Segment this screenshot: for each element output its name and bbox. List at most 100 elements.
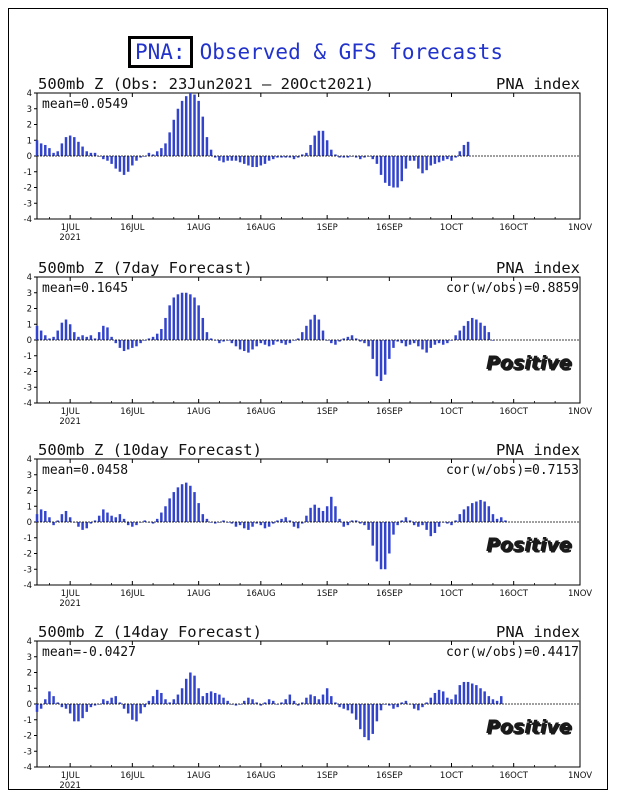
x-tick-label: 1SEP xyxy=(316,407,337,417)
bar xyxy=(359,522,362,524)
x-tick-label: 1SEP xyxy=(316,771,337,781)
bar xyxy=(106,700,109,704)
bar xyxy=(184,482,188,523)
bar xyxy=(230,704,234,705)
bar xyxy=(68,324,72,340)
bar xyxy=(462,144,466,156)
bar xyxy=(288,156,292,158)
bar xyxy=(151,522,155,524)
x-tick-sublabel: 2021 xyxy=(59,417,81,427)
bar xyxy=(325,506,329,522)
bar xyxy=(97,515,101,522)
bar xyxy=(218,156,221,161)
bar xyxy=(85,522,88,529)
bar xyxy=(462,509,466,522)
bar xyxy=(346,522,350,526)
x-tick-label: 1AUG xyxy=(187,771,211,781)
bar xyxy=(64,319,68,340)
bar xyxy=(238,156,242,163)
bar xyxy=(251,340,254,350)
bar xyxy=(114,340,117,344)
bar xyxy=(234,156,238,161)
bar xyxy=(205,332,209,341)
bar xyxy=(60,143,64,156)
bar xyxy=(437,156,441,163)
bar xyxy=(375,704,379,722)
correlation-label: cor(w/obs)=0.4417 xyxy=(446,645,579,660)
bar xyxy=(276,520,279,522)
bar xyxy=(135,340,138,347)
bar xyxy=(122,340,126,352)
bar xyxy=(272,522,275,524)
bar xyxy=(263,156,267,164)
bar xyxy=(155,689,159,704)
bar xyxy=(247,340,250,353)
bar xyxy=(437,522,441,527)
bar xyxy=(247,522,250,530)
bar xyxy=(135,522,138,526)
bar xyxy=(396,522,399,526)
bar xyxy=(288,520,292,522)
stamp-shadow: Positive xyxy=(487,536,573,558)
bar xyxy=(383,522,387,570)
bar xyxy=(454,156,457,158)
bar xyxy=(437,689,441,704)
bar xyxy=(301,332,304,341)
bar xyxy=(213,692,217,704)
bar xyxy=(263,702,267,704)
x-tick-label: 16SEP xyxy=(376,771,403,781)
bar xyxy=(359,156,362,160)
bar xyxy=(68,517,72,522)
bar xyxy=(272,700,275,704)
bar xyxy=(39,143,43,156)
bar xyxy=(110,515,113,522)
y-tick-label: -4 xyxy=(24,399,32,409)
bar xyxy=(500,696,503,705)
x-tick-label: 1JUL xyxy=(61,771,80,781)
bar xyxy=(201,317,205,340)
bar xyxy=(392,522,395,535)
panel-index-label: PNA index xyxy=(496,75,580,93)
bar xyxy=(363,156,366,158)
bar xyxy=(131,340,134,348)
x-tick-label: 1NOV xyxy=(568,223,592,233)
x-tick-label: 16SEP xyxy=(376,589,403,599)
bar xyxy=(201,696,205,705)
bar xyxy=(155,518,159,522)
bar xyxy=(334,702,337,704)
bar xyxy=(81,522,84,530)
x-tick-label: 1AUG xyxy=(187,589,211,599)
bar xyxy=(135,156,138,161)
bar xyxy=(404,700,408,704)
y-tick-label: 1 xyxy=(27,684,32,694)
bar xyxy=(238,522,242,526)
x-tick-sublabel: 2021 xyxy=(59,781,81,791)
bar xyxy=(234,704,238,706)
bar xyxy=(284,156,287,158)
bar xyxy=(77,336,80,340)
bar xyxy=(160,148,163,157)
bar xyxy=(479,688,482,704)
bar xyxy=(118,702,122,704)
bar xyxy=(421,340,424,350)
bar xyxy=(354,156,358,158)
y-tick-label: -4 xyxy=(24,215,32,225)
bar xyxy=(267,522,271,527)
bar xyxy=(392,156,395,188)
panel-title: 500mb Z (10day Forecast) xyxy=(38,441,262,459)
bar xyxy=(147,700,151,704)
x-tick-label: 1AUG xyxy=(187,407,211,417)
panel-title: 500mb Z (14day Forecast) xyxy=(38,623,262,641)
bar xyxy=(292,700,296,704)
mean-label: mean=0.0458 xyxy=(42,463,128,478)
bar xyxy=(160,692,163,704)
bar xyxy=(371,704,374,734)
bar xyxy=(483,501,486,522)
bar xyxy=(325,140,329,156)
bar xyxy=(454,335,457,340)
figure-title-text: Observed & GFS forecasts xyxy=(199,40,504,64)
bar xyxy=(234,522,238,527)
bar xyxy=(126,340,130,350)
bar xyxy=(412,156,416,161)
